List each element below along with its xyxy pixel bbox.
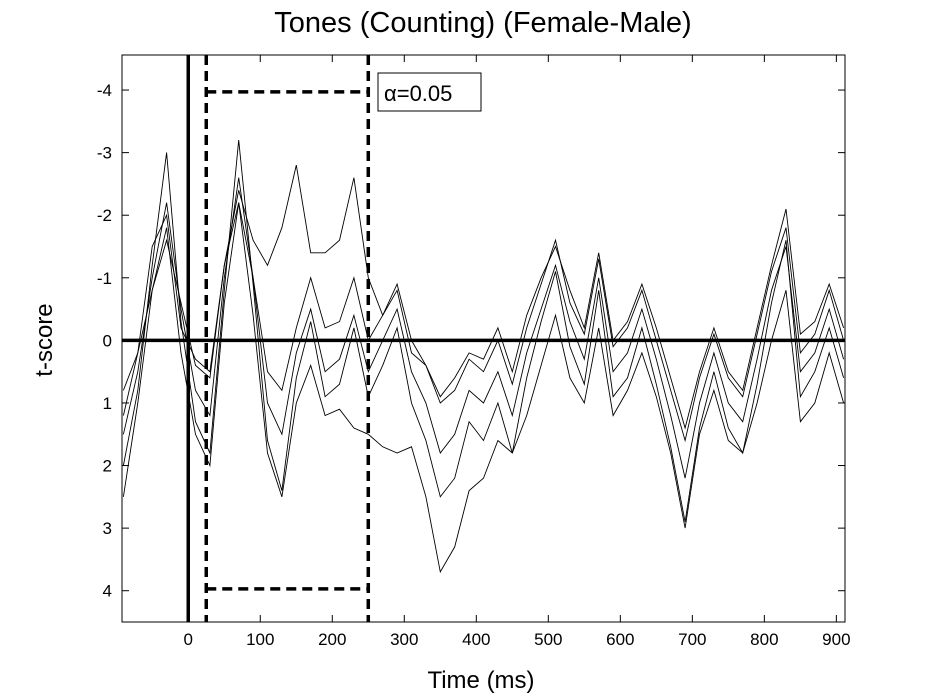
series-line-s3 bbox=[122, 164, 845, 430]
x-tick-label: 800 bbox=[750, 630, 778, 649]
chart-title: Tones (Counting) (Female-Male) bbox=[274, 7, 691, 39]
series-line-s2 bbox=[122, 140, 845, 522]
reference-lines bbox=[122, 55, 845, 622]
y-tick-label: 0 bbox=[103, 331, 112, 350]
y-tick-label: 3 bbox=[103, 519, 112, 538]
x-tick-label: 700 bbox=[678, 630, 706, 649]
series-line-s1 bbox=[122, 177, 845, 479]
legend-box bbox=[377, 72, 482, 112]
axes: 0 100 200 300 400 500 600 700 800 900 -4 -3 -2 -1 0 1 2 3… bbox=[97, 54, 851, 649]
y-tick-label: -1 bbox=[97, 269, 112, 288]
x-tick-label: 400 bbox=[462, 630, 490, 649]
x-tick-label: 0 bbox=[184, 630, 193, 649]
x-axis-label: Time (ms) bbox=[427, 667, 534, 694]
x-tick-label: 200 bbox=[318, 630, 346, 649]
plot-frame bbox=[121, 54, 846, 623]
x-tick-label: 100 bbox=[246, 630, 274, 649]
y-tick-label: 1 bbox=[103, 394, 112, 413]
y-tick-label: 4 bbox=[103, 582, 112, 601]
series-layer bbox=[122, 140, 845, 574]
series-line-s4 bbox=[122, 202, 845, 574]
series-line-s5 bbox=[122, 202, 845, 443]
legend: α=0.05 bbox=[377, 72, 482, 112]
y-tick-label: -2 bbox=[97, 206, 112, 225]
legend-text: α=0.05 bbox=[384, 81, 452, 106]
y-tick-label: -4 bbox=[97, 81, 112, 100]
x-tick-label: 300 bbox=[390, 630, 418, 649]
y-tick-label: 2 bbox=[103, 457, 112, 476]
y-axis-label: t-score bbox=[31, 303, 58, 376]
y-tick-label: -3 bbox=[97, 144, 112, 163]
x-tick-label: 600 bbox=[606, 630, 634, 649]
x-tick-label: 500 bbox=[534, 630, 562, 649]
x-tick-label: 900 bbox=[822, 630, 850, 649]
